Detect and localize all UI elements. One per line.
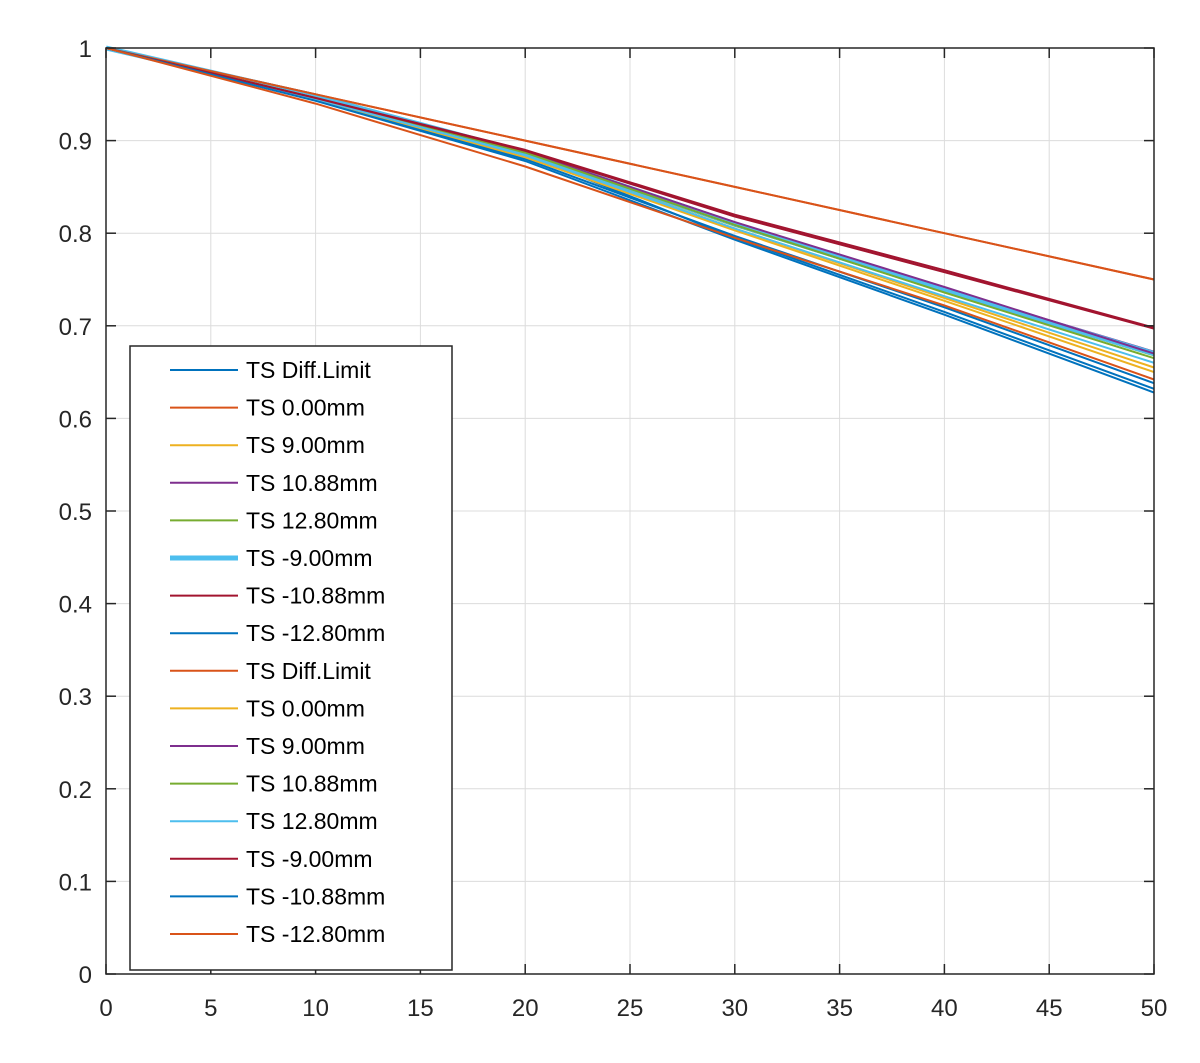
series-line-9 [105, 47, 1155, 281]
y-tick-label: 0.2 [59, 777, 92, 804]
x-tick-label: 10 [302, 995, 329, 1022]
y-tick-label: 0.3 [59, 684, 92, 711]
legend-entry-label: TS -9.00mm [246, 545, 373, 571]
x-tick-label: 30 [721, 995, 748, 1022]
x-tick-label: 15 [407, 995, 434, 1022]
x-tick-label: 35 [826, 995, 853, 1022]
x-tick-label: 45 [1036, 995, 1063, 1022]
y-tick-label: 0.9 [59, 129, 92, 156]
legend-entry-label: TS -10.88mm [246, 583, 385, 609]
legend-entry-label: TS Diff.Limit [246, 658, 371, 684]
y-tick-label: 0.6 [59, 406, 92, 433]
y-tick-label: 0.7 [59, 314, 92, 341]
legend: TS Diff.Limit TS 0.00mm TS 9.00mm TS 10.88m… [129, 345, 453, 971]
legend-entry-label: TS 10.88mm [246, 470, 378, 496]
legend-entry-label: TS 12.80mm [246, 808, 378, 834]
legend-box [129, 345, 453, 971]
legend-entry-label: TS 0.00mm [246, 395, 365, 421]
legend-entry-label: TS 9.00mm [246, 432, 365, 458]
y-tick-label: 0.4 [59, 592, 92, 619]
axis-ticks: 0 5 10 15 20 25 30 35 40 45 50 0 0.1 0.2 0.3 0.4 0.5 0.6 0… [59, 36, 1168, 1022]
legend-entry-label: TS 12.80mm [246, 507, 378, 533]
legend-entry-label: TS -9.00mm [246, 846, 373, 872]
y-tick-label: 0.5 [59, 499, 92, 526]
series-line-14 [105, 47, 1155, 330]
y-tick-label: 1 [79, 36, 92, 63]
series-line-16 [105, 47, 1155, 381]
x-tick-label: 25 [617, 995, 644, 1022]
legend-entry-label: TS 0.00mm [246, 695, 365, 721]
x-tick-label: 0 [99, 995, 112, 1022]
y-tick-label: 0.1 [59, 869, 92, 896]
legend-entry-label: TS Diff.Limit [246, 357, 371, 383]
legend-entry-label: TS -12.80mm [246, 921, 385, 947]
legend-entry-label: TS 10.88mm [246, 771, 378, 797]
x-tick-label: 50 [1141, 995, 1168, 1022]
y-tick-label: 0.8 [59, 221, 92, 248]
x-tick-label: 40 [931, 995, 958, 1022]
x-tick-label: 5 [204, 995, 217, 1022]
legend-entry-label: TS 9.00mm [246, 733, 365, 759]
x-tick-label: 20 [512, 995, 539, 1022]
series-lines [105, 45, 1155, 394]
legend-entry-label: TS -12.80mm [246, 620, 385, 646]
series-line-15 [105, 47, 1155, 394]
y-tick-label: 0 [79, 962, 92, 989]
grid-lines [106, 48, 1154, 974]
legend-entry-label: TS -10.88mm [246, 883, 385, 909]
